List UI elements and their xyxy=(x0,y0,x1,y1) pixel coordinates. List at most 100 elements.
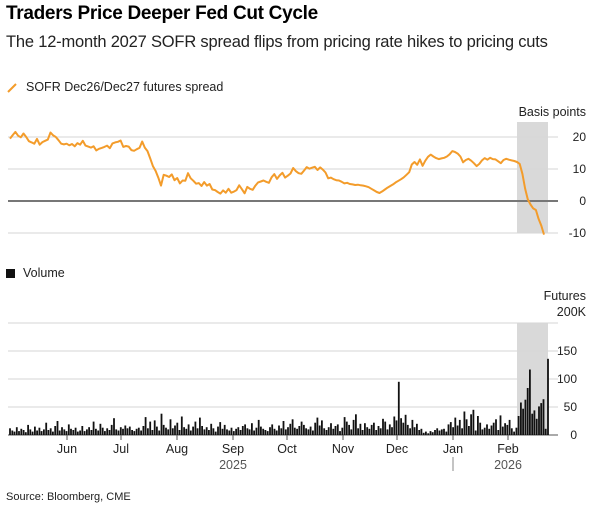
volume-bar xyxy=(508,419,511,435)
volume-bar xyxy=(422,432,425,435)
volume-bar xyxy=(165,427,167,435)
volume-bar xyxy=(201,426,203,435)
volume-bar xyxy=(438,430,441,435)
volume-bar xyxy=(34,426,36,435)
year-label: 2025 xyxy=(219,458,247,472)
x-tick-label: Jun xyxy=(57,442,77,456)
volume-bar xyxy=(38,427,41,435)
volume-bar xyxy=(289,423,292,435)
volume-bar xyxy=(535,418,538,435)
volume-bar xyxy=(529,369,531,435)
volume-bar xyxy=(27,424,29,435)
volume-bar xyxy=(382,418,384,435)
volume-bar xyxy=(463,411,466,435)
volume-bar xyxy=(226,429,228,435)
volume-bar xyxy=(151,430,154,435)
volume-bar xyxy=(447,424,450,435)
volume-bar xyxy=(404,414,407,435)
volume-bar xyxy=(147,428,149,435)
y-tick-label: 10 xyxy=(573,162,587,176)
y-tick-label: 50 xyxy=(564,400,578,414)
volume-bar xyxy=(542,399,545,435)
volume-bar xyxy=(95,428,97,435)
volume-bar xyxy=(357,428,359,435)
volume-bar xyxy=(492,422,495,435)
volume-bar xyxy=(199,417,201,435)
volume-bar xyxy=(388,424,391,435)
volume-bar xyxy=(97,430,100,435)
volume-bar xyxy=(488,428,491,435)
volume-bar xyxy=(135,428,138,435)
y-tick-label: 200K xyxy=(557,305,587,319)
volume-bar xyxy=(400,418,402,435)
volume-bar xyxy=(74,427,77,435)
volume-bar xyxy=(122,428,124,435)
legend-volume-label: Volume xyxy=(23,266,65,280)
volume-bar xyxy=(287,427,289,435)
volume-bar xyxy=(309,426,312,435)
volume-bar xyxy=(117,430,120,435)
volume-bar xyxy=(454,417,457,435)
volume-bar xyxy=(418,430,421,435)
volume-bar xyxy=(468,426,470,435)
volume-bar xyxy=(167,429,170,435)
volume-bar xyxy=(495,419,497,435)
volume-bar xyxy=(359,423,362,435)
y-tick-label: -10 xyxy=(569,226,587,240)
volume-bar xyxy=(246,428,249,435)
volume-bar xyxy=(61,427,63,435)
volume-bar xyxy=(461,428,463,435)
volume-bar xyxy=(275,430,278,435)
volume-bar xyxy=(269,427,271,435)
volume-bar xyxy=(547,358,549,435)
volume-bar xyxy=(128,426,131,435)
volume-bar xyxy=(36,430,38,435)
volume-bar xyxy=(336,424,339,435)
legend-spread: SOFR Dec26/Dec27 futures spread xyxy=(6,80,223,94)
volume-bar xyxy=(108,430,111,435)
volume-bar xyxy=(255,427,258,435)
volume-bar xyxy=(194,421,197,435)
volume-bar xyxy=(92,421,95,435)
volume-bar xyxy=(486,424,488,435)
volume-bar xyxy=(522,408,524,435)
chart-title: Traders Price Deeper Fed Cut Cycle xyxy=(6,3,318,24)
volume-bar xyxy=(479,422,482,435)
volume-bar xyxy=(196,428,199,435)
shaded-period-spread xyxy=(517,122,548,233)
volume-bar xyxy=(214,431,217,435)
legend-spread-label: SOFR Dec26/Dec27 futures spread xyxy=(26,80,224,94)
volume-bar xyxy=(339,431,341,435)
volume-bar xyxy=(330,423,332,435)
volume-bar xyxy=(40,431,43,435)
volume-bar xyxy=(65,431,68,435)
volume-bar xyxy=(58,430,61,435)
volume-bar xyxy=(52,431,54,435)
volume-bar xyxy=(490,425,493,435)
volume-bar xyxy=(124,425,127,435)
volume-bar xyxy=(465,419,468,435)
volume-bar xyxy=(409,428,411,435)
volume-bar xyxy=(413,427,416,435)
volume-bar xyxy=(318,425,321,435)
volume-bar xyxy=(429,431,432,435)
volume-bar xyxy=(221,428,224,435)
volume-bar xyxy=(20,428,23,435)
volume-bar xyxy=(282,421,285,435)
volume-bar xyxy=(501,426,504,435)
y-tick-label: 150 xyxy=(557,344,577,358)
volume-bar xyxy=(314,422,317,435)
volume-bar xyxy=(520,402,522,435)
volume-bar xyxy=(440,429,443,435)
volume-bar xyxy=(515,427,518,435)
volume-bar xyxy=(67,424,70,435)
volume-bar xyxy=(31,431,34,435)
volume-bar xyxy=(517,416,520,435)
volume-bar xyxy=(45,422,48,435)
volume-bar xyxy=(253,430,255,435)
volume-bar xyxy=(443,428,445,435)
volume-bar xyxy=(364,423,366,435)
volume-bar xyxy=(395,420,398,435)
volume-bar xyxy=(343,417,346,435)
legend-volume: Volume xyxy=(6,266,65,280)
